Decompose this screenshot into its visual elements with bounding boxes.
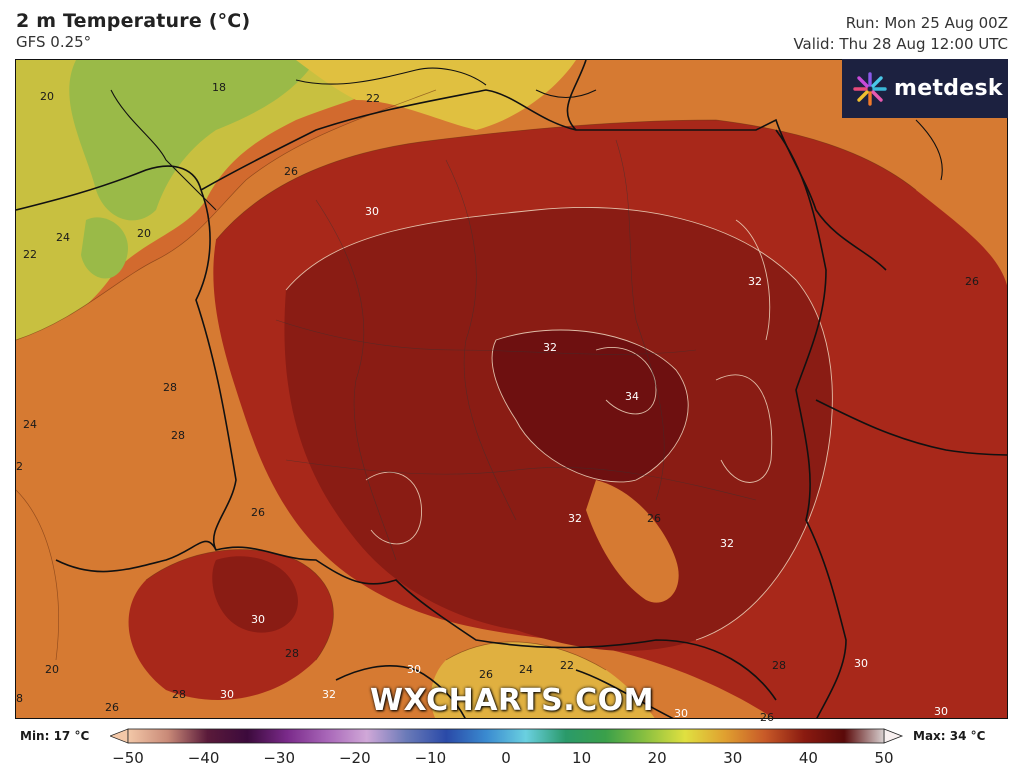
colorbar: [110, 728, 904, 744]
colorbar-tick-label: 40: [798, 749, 818, 767]
map-label: 32: [748, 275, 762, 288]
field-coast: [296, 60, 576, 130]
map-label: 20: [45, 663, 59, 676]
map-label: 30: [674, 707, 688, 720]
map-label: 24: [23, 418, 37, 431]
colorbar-tick-label: −10: [414, 749, 447, 767]
map-label: 28: [285, 647, 299, 660]
colorbar-right-arrow: [883, 728, 904, 744]
max-temp-label: Max: 34 °C: [913, 729, 986, 743]
run-time: Run: Mon 25 Aug 00Z: [845, 14, 1008, 32]
map-label: 2: [16, 460, 23, 473]
map-label: 30: [251, 613, 265, 626]
map-label: 28: [171, 429, 185, 442]
field-cool-pocket: [81, 217, 128, 279]
temperature-map: [15, 59, 1008, 719]
map-label: 22: [560, 659, 574, 672]
country-borders: [16, 60, 1007, 718]
colorbar-tick-label: 30: [723, 749, 743, 767]
coastlines: [110, 67, 943, 211]
map-label: 32: [720, 537, 734, 550]
map-label: 26: [105, 701, 119, 714]
contour-lines: [16, 89, 917, 671]
colorbar-tick-label: −50: [112, 749, 144, 767]
map-label: 26: [251, 506, 265, 519]
header-left: 2 m Temperature (°C) GFS 0.25°: [16, 10, 250, 51]
colorbar-left-arrow: [110, 728, 129, 744]
map-label: 26: [479, 668, 493, 681]
map-label: 18: [212, 81, 226, 94]
chart-title: 2 m Temperature (°C): [16, 10, 251, 32]
field-mountains: [430, 641, 655, 718]
colorbar-tick-label: −40: [187, 749, 220, 767]
map-label: 8: [16, 692, 23, 705]
map-label: 20: [40, 90, 54, 103]
colorbar-scale: [127, 728, 885, 744]
map-label: 24: [56, 231, 70, 244]
temperature-field: [16, 60, 1007, 718]
field-valley: [586, 480, 679, 603]
map-label: 30: [220, 688, 234, 701]
map-label: 30: [365, 205, 379, 218]
metdesk-logo: metdesk: [842, 59, 1008, 118]
map-label: 22: [23, 248, 37, 261]
map-label: 20: [137, 227, 151, 240]
map-label: 30: [407, 663, 421, 676]
map-label: 34: [625, 390, 639, 403]
map-label: 26: [760, 711, 774, 724]
field-peak: [492, 330, 689, 482]
map-label: 26: [965, 275, 979, 288]
map-label: 30: [934, 705, 948, 718]
colorbar-tick-label: −20: [338, 749, 371, 767]
map-label: 28: [163, 381, 177, 394]
colorbar-tick-label: 0: [501, 749, 511, 767]
model-name: GFS 0.25°: [16, 33, 92, 51]
metdesk-logo-text: metdesk: [894, 76, 1003, 101]
map-label: 32: [568, 512, 582, 525]
map-label: 26: [284, 165, 298, 178]
map-label: 22: [366, 92, 380, 105]
map-label: 26: [647, 512, 661, 525]
header-right: Run: Mon 25 Aug 00Z Valid: Thu 28 Aug 12…: [793, 13, 1008, 55]
min-temp-label: Min: 17 °C: [20, 729, 90, 743]
colorbar-tick-label: 50: [874, 749, 894, 767]
map-label: 32: [322, 688, 336, 701]
colorbar-tick-label: −30: [263, 749, 296, 767]
field-hottest-sw: [212, 556, 298, 633]
colorbar-tick-label: 20: [647, 749, 667, 767]
admin-borders: [275, 139, 757, 561]
colorbar-tick-label: 10: [572, 749, 592, 767]
map-label: 28: [172, 688, 186, 701]
map-label: 30: [854, 657, 868, 670]
map-label: 32: [543, 341, 557, 354]
wxcharts-watermark: WXCHARTS.COM: [369, 683, 655, 718]
metdesk-logo-icon: [853, 71, 887, 106]
map-label: 24: [519, 663, 533, 676]
field-cooler-nw: [69, 60, 316, 221]
map-label: 28: [772, 659, 786, 672]
valid-time: Valid: Thu 28 Aug 12:00 UTC: [793, 35, 1008, 53]
